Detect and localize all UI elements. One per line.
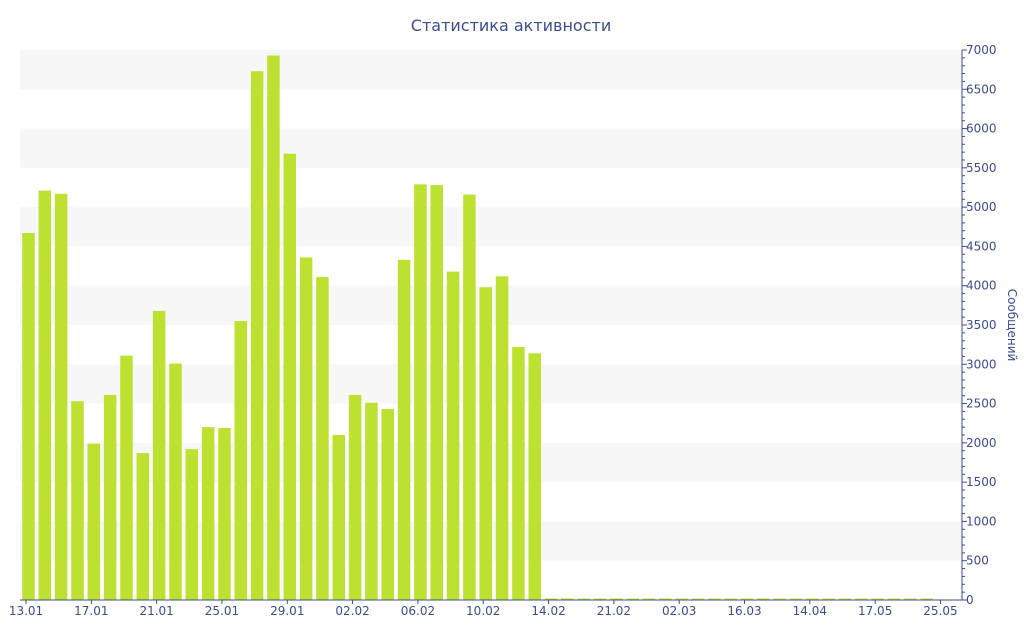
bar (479, 287, 492, 600)
bar (773, 598, 786, 600)
y-tick-label: 0 (966, 593, 974, 607)
x-tick-label: 02.03 (662, 604, 696, 618)
bar (103, 394, 117, 600)
x-tick-label: 16.03 (727, 604, 761, 618)
bar (740, 598, 754, 600)
bar (414, 184, 427, 601)
bar (71, 401, 84, 600)
x-tick-label: 17.05 (858, 604, 892, 618)
x-tick-label: 29.01 (270, 604, 304, 618)
y-tick-label: 2000 (966, 436, 997, 450)
bar (642, 598, 656, 600)
x-tick-label: 06.02 (401, 604, 435, 618)
bar (512, 347, 525, 600)
bar (822, 598, 835, 600)
bar (54, 193, 68, 601)
bar (789, 598, 803, 600)
y-tick-label: 4000 (966, 279, 997, 293)
bar (348, 394, 362, 600)
bar (22, 233, 35, 600)
y-tick-label: 3500 (966, 318, 997, 332)
bar (136, 453, 150, 600)
bar (544, 598, 558, 600)
bar (201, 427, 215, 600)
y-tick-label: 6500 (966, 82, 997, 96)
y-tick-label: 7000 (966, 43, 997, 57)
bar (38, 190, 52, 600)
x-tick-label: 10.02 (466, 604, 500, 618)
x-tick-label: 17.01 (74, 604, 108, 618)
chart-title: Статистика активности (411, 16, 611, 35)
bar (152, 310, 166, 600)
x-tick-label: 25.01 (205, 604, 239, 618)
y-tick-label: 3000 (966, 357, 997, 371)
y-tick-labels: 0 500 1000 1500 2000 2500 3000 3500 4000 4500 5000… (962, 43, 997, 607)
bar (430, 185, 443, 600)
y-tick-label: 4500 (966, 239, 997, 253)
bar (185, 449, 199, 600)
bar (120, 355, 133, 600)
bar (871, 598, 884, 600)
y-tick-label: 6000 (966, 122, 997, 136)
bar (757, 598, 770, 600)
y-tick-label: 1000 (966, 514, 997, 528)
bar (838, 598, 852, 600)
y-tick-label: 1500 (966, 475, 997, 489)
bar (365, 402, 378, 600)
bar (267, 55, 280, 600)
bar (626, 598, 639, 600)
bar (316, 277, 329, 600)
x-tick-label: 14.04 (793, 604, 827, 618)
bar (218, 427, 231, 600)
bar (659, 598, 672, 600)
bar (250, 71, 264, 600)
y-axis-title: Сообщений (1005, 289, 1019, 362)
bar (806, 598, 819, 600)
bar (299, 257, 313, 600)
bar (724, 598, 737, 600)
grid-band (20, 50, 962, 90)
bar (904, 598, 917, 600)
bar (446, 271, 460, 600)
bar (495, 276, 509, 600)
bar (332, 435, 346, 600)
x-tick-label: 21.02 (597, 604, 631, 618)
bar (234, 321, 248, 600)
bar (87, 443, 101, 600)
x-tick-label: 13.01 (9, 604, 43, 618)
bar (887, 598, 901, 600)
x-tick-labels: 13.01 17.01 21.01 25.01 29.01 02.02 06.02 10.02… (9, 600, 958, 618)
x-tick-label: 21.01 (139, 604, 173, 618)
y-tick-label: 5500 (966, 161, 997, 175)
grid-band (20, 128, 962, 168)
bar (577, 598, 590, 600)
bar (283, 153, 297, 600)
bar (675, 598, 688, 600)
bar (169, 363, 182, 600)
bar (528, 353, 541, 600)
bars (22, 55, 933, 601)
bar (561, 598, 574, 600)
grid-band (20, 207, 962, 247)
bar (397, 259, 411, 600)
bar (610, 598, 623, 600)
x-tick-label: 25.05 (923, 604, 957, 618)
bar (920, 598, 933, 600)
bar (593, 598, 607, 600)
bar (708, 598, 721, 600)
x-tick-label: 14.02 (531, 604, 565, 618)
y-tick-label: 5000 (966, 200, 997, 214)
bar (381, 409, 395, 600)
bar (855, 598, 868, 600)
x-tick-label: 02.02 (335, 604, 369, 618)
bar (691, 598, 705, 600)
bar (463, 194, 476, 600)
y-tick-label: 2500 (966, 397, 997, 411)
y-tick-label: 500 (966, 554, 989, 568)
